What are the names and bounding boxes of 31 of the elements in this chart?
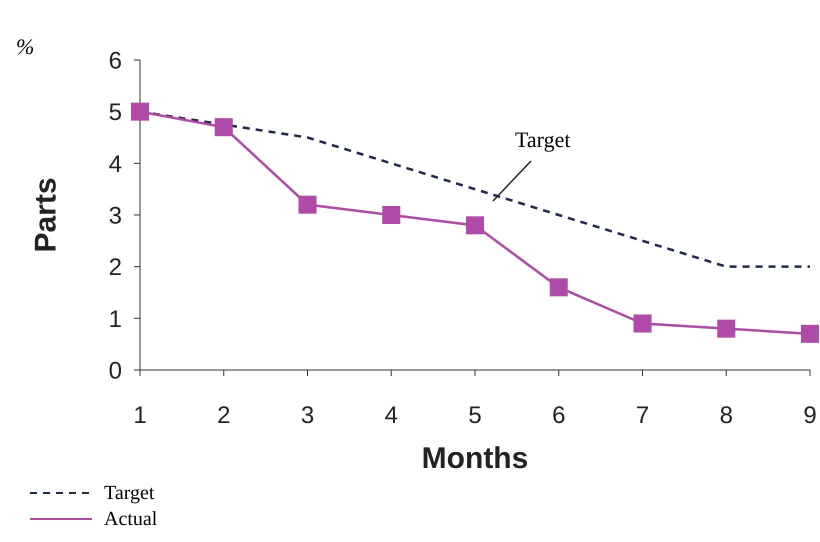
point bbox=[298, 196, 316, 214]
x-tick-label: 2 bbox=[217, 402, 230, 430]
legend-label: Target bbox=[104, 482, 154, 504]
x-tick-label: 6 bbox=[552, 402, 566, 430]
x-tick-label: 7 bbox=[636, 402, 650, 430]
point bbox=[717, 320, 736, 338]
x-axis-title: Months bbox=[422, 442, 528, 475]
y-tick-label: 4 bbox=[108, 150, 122, 178]
y-tick-label: 0 bbox=[108, 358, 122, 385]
text: % bbox=[16, 34, 34, 60]
point bbox=[214, 118, 233, 136]
y-tick-label: 6 bbox=[108, 48, 122, 75]
x-tick-label: 5 bbox=[468, 402, 482, 430]
y-tick-label: 2 bbox=[108, 254, 122, 282]
y-axis-title: Parts bbox=[30, 177, 63, 253]
point bbox=[466, 216, 484, 234]
x-tick-label: 8 bbox=[720, 402, 733, 430]
legend-label: Actual bbox=[104, 508, 158, 530]
y-tick-label: 5 bbox=[108, 99, 122, 126]
y-tick-label: 3 bbox=[108, 202, 122, 230]
point bbox=[131, 102, 149, 121]
point bbox=[382, 206, 400, 224]
point bbox=[634, 314, 652, 332]
x-tick-label: 1 bbox=[133, 402, 147, 430]
annotation: Target bbox=[515, 127, 570, 154]
x-tick-label: 9 bbox=[803, 402, 817, 430]
x-tick-label: 4 bbox=[384, 402, 398, 430]
y-tick-label: 1 bbox=[108, 306, 122, 333]
x-tick-label: 3 bbox=[300, 402, 314, 430]
point bbox=[801, 324, 819, 343]
point bbox=[550, 278, 568, 296]
